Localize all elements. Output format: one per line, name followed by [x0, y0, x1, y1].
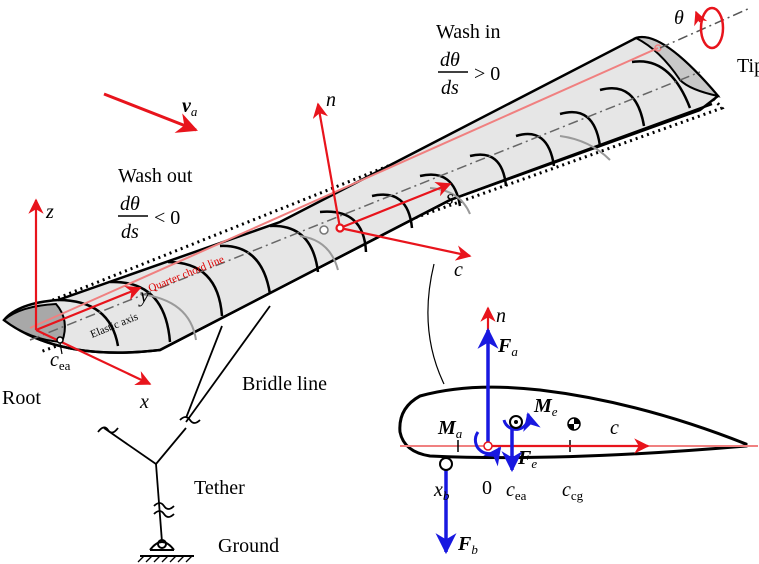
bridle-system [97, 305, 271, 543]
Ma-moment [473, 431, 502, 467]
wash-out-numerator: dθ [120, 193, 140, 215]
wing [2, 35, 725, 354]
x-axis-label: x [139, 391, 149, 413]
section-frame [312, 102, 472, 261]
elastic-axis-line [29, 71, 701, 341]
Ma-label: Ma [437, 417, 463, 441]
rib [57, 298, 120, 347]
wing-surface [2, 35, 720, 354]
wash-in-denominator: ds [441, 77, 459, 99]
xb-label: xb [433, 479, 450, 503]
wash-out-relation: < 0 [154, 207, 180, 229]
s-axis-label: s [446, 187, 454, 209]
rib [469, 153, 508, 187]
c-axis-label: c [454, 259, 463, 281]
va-label: va [182, 95, 198, 119]
z-axis-label: z [45, 201, 54, 223]
y-axis-label: y [138, 285, 149, 307]
twist-axis [659, 6, 751, 50]
quarter-chord-line [29, 47, 659, 329]
center-of-gravity-symbol [567, 417, 581, 431]
section-forces [435, 327, 541, 555]
global-frame [28, 198, 152, 386]
section-n-label: n [496, 305, 506, 327]
Me-moment [502, 412, 541, 432]
bridle-point [439, 457, 453, 471]
tip-label: Tip [737, 55, 759, 77]
Fe-label: Fe [517, 447, 537, 471]
wash-out-denominator: ds [121, 221, 139, 243]
wash-in-title: Wash in [436, 21, 501, 43]
rib [371, 193, 414, 229]
tip-section [633, 36, 721, 98]
wash-in-numerator: dθ [440, 49, 460, 71]
tether-label: Tether [194, 477, 245, 499]
root-cea-label: cea [50, 349, 71, 373]
ground-label: Ground [218, 535, 279, 557]
rib [559, 110, 602, 147]
ccg-label: ccg [562, 479, 584, 503]
zero-label: 0 [482, 477, 492, 499]
wash-in-annotation: Wash in dθ ds > 0 [436, 21, 501, 99]
Fa-label: Fa [497, 335, 518, 359]
bridle-line-1 [185, 325, 223, 419]
wash-in-relation: > 0 [474, 63, 500, 85]
ground-symbol [137, 539, 194, 563]
root-label: Root [2, 387, 41, 409]
elastic-center-marker [319, 225, 329, 235]
Fb-label: Fb [457, 533, 478, 557]
bridle-line-label: Bridle line [242, 373, 327, 395]
n-axis-label: n [326, 89, 336, 111]
rib [219, 244, 272, 295]
wash-out-title: Wash out [118, 165, 193, 187]
bridle-line-3 [103, 427, 157, 465]
apparent-wind-vector [103, 92, 198, 133]
section-cea-label: cea [506, 479, 527, 503]
rib [515, 132, 556, 167]
Me-label: Me [533, 395, 558, 419]
rib [631, 60, 692, 109]
section-c-label: c [610, 417, 619, 439]
theta-label: θ [674, 7, 684, 29]
section-connector [427, 263, 445, 385]
rib [319, 210, 368, 253]
bridle-line-2 [185, 305, 271, 423]
wash-out-annotation: Wash out dθ ds < 0 [118, 165, 193, 243]
rib [599, 87, 646, 127]
